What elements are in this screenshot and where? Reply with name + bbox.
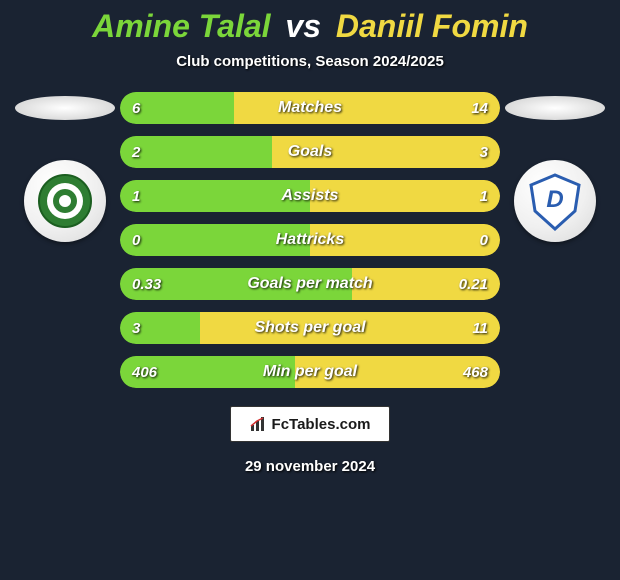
footer-logo-text: FcTables.com xyxy=(272,416,371,433)
stats-bars: 614Matches 23Goals 11Assists 00Hattricks 0.3… xyxy=(120,92,500,388)
footer-date: 29 november 2024 xyxy=(245,458,375,475)
footer-logo: FcTables.com xyxy=(230,406,390,442)
player1-avatar-placeholder xyxy=(15,96,115,120)
stat-row: 11Assists xyxy=(120,180,500,212)
right-column: D xyxy=(500,90,610,242)
infographic-container: Amine Talal vs Daniil Fomin Club competi… xyxy=(0,0,620,580)
player2-name: Daniil Fomin xyxy=(336,8,528,44)
stat-label: Goals per match xyxy=(120,275,500,293)
club-right-crest: D xyxy=(514,160,596,242)
stat-label: Min per goal xyxy=(120,363,500,381)
title: Amine Talal vs Daniil Fomin xyxy=(92,8,528,45)
stat-label: Hattricks xyxy=(120,231,500,249)
stat-row: 00Hattricks xyxy=(120,224,500,256)
stat-row: 23Goals xyxy=(120,136,500,168)
stat-row: 0.330.21Goals per match xyxy=(120,268,500,300)
compare-area: 614Matches 23Goals 11Assists 00Hattricks 0.3… xyxy=(0,90,620,388)
vs-text: vs xyxy=(285,8,321,44)
stat-label: Assists xyxy=(120,187,500,205)
stat-row: 311Shots per goal xyxy=(120,312,500,344)
player1-name: Amine Talal xyxy=(92,8,270,44)
subtitle: Club competitions, Season 2024/2025 xyxy=(176,53,444,70)
stat-label: Goals xyxy=(120,143,500,161)
left-column xyxy=(10,90,120,242)
club-left-crest xyxy=(24,160,106,242)
stat-label: Matches xyxy=(120,99,500,117)
club-right-crest-icon: D xyxy=(525,171,585,231)
chart-icon xyxy=(250,415,268,433)
svg-text:D: D xyxy=(546,186,563,213)
stat-row: 406468Min per goal xyxy=(120,356,500,388)
stat-label: Shots per goal xyxy=(120,319,500,337)
club-left-crest-icon xyxy=(35,171,95,231)
player2-avatar-placeholder xyxy=(505,96,605,120)
stat-row: 614Matches xyxy=(120,92,500,124)
